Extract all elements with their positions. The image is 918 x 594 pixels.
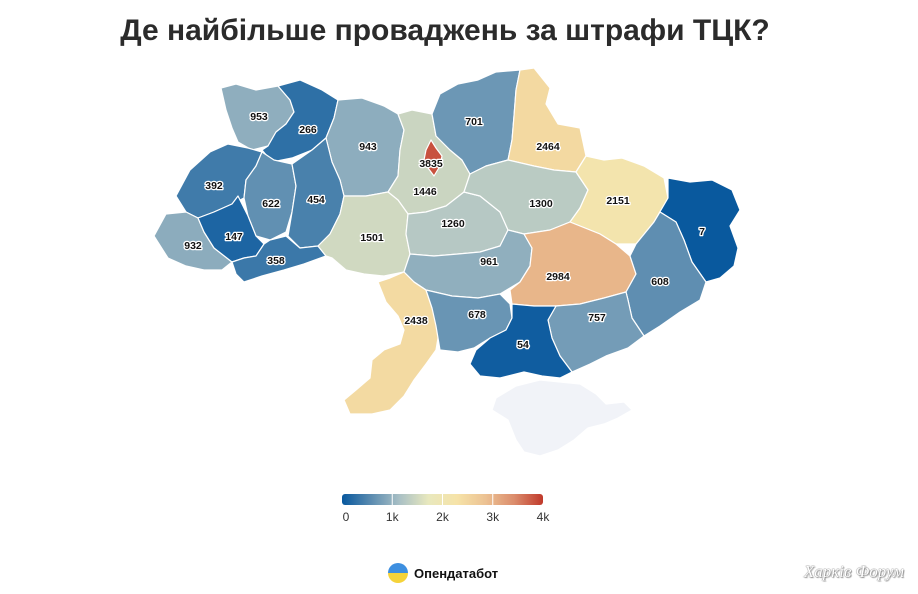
region-value-label-kyiv-city: 3835 <box>419 158 443 170</box>
region-vinnytsia[interactable] <box>317 191 411 277</box>
region-value-label-chernihiv: 701 <box>465 116 483 128</box>
region-value-label-zhytomyr: 943 <box>359 141 377 153</box>
region-value-label-zaporizhzhia: 757 <box>588 312 606 324</box>
opendatabot-logo: Опендатабот <box>388 563 498 583</box>
region-value-label-poltava: 1300 <box>529 198 553 210</box>
region-value-label-lviv: 392 <box>205 180 223 192</box>
region-value-label-ivano-frankivsk: 147 <box>225 231 243 243</box>
watermark: Харків Форум <box>803 562 904 581</box>
region-value-label-volyn: 953 <box>250 111 268 123</box>
region-value-label-rivne: 266 <box>299 124 317 136</box>
regions-layer <box>153 67 741 457</box>
region-value-label-zakarpattia: 932 <box>184 240 202 252</box>
region-value-label-kharkiv: 2151 <box>606 195 630 207</box>
legend-tick-label: 3k <box>486 510 500 524</box>
region-crimea[interactable] <box>491 379 633 457</box>
page-title: Де найбільше проваджень за штрафи ТЦК? <box>120 14 770 47</box>
region-kyiv-city[interactable] <box>423 139 443 177</box>
region-donetsk[interactable] <box>625 211 707 337</box>
region-value-label-kyiv-oblast: 1446 <box>413 186 437 198</box>
region-value-label-odesa: 2438 <box>404 315 428 327</box>
region-value-label-sumy: 2464 <box>536 141 560 153</box>
region-value-label-ternopil: 622 <box>262 198 280 210</box>
legend-tick-label: 0 <box>343 510 350 524</box>
labels-layer: 953 266 943 1446 3835 701 2464 392 622 454 932 147 3… <box>183 109 706 352</box>
region-value-label-luhansk: 7 <box>699 226 705 238</box>
region-value-label-kherson: 54 <box>517 339 529 351</box>
legend-ticks: 0 1k 2k 3k 4k <box>343 494 551 524</box>
region-value-label-vinnytsia: 1501 <box>360 232 384 244</box>
region-value-label-dnipropetrovsk: 2984 <box>546 271 570 283</box>
region-odesa[interactable] <box>343 271 441 415</box>
region-value-label-cherkasy: 1260 <box>441 218 465 230</box>
region-value-label-kirovohrad: 961 <box>480 256 498 268</box>
region-value-label-mykolaiv: 678 <box>468 309 486 321</box>
region-kherson[interactable] <box>469 303 573 379</box>
legend-tick-label: 4k <box>537 510 551 524</box>
opendatabot-logo-icon <box>388 563 408 583</box>
brand-name: Опендатабот <box>414 565 499 581</box>
region-value-label-khmelnytskyi: 454 <box>307 194 325 206</box>
region-value-label-chernivtsi: 358 <box>267 255 285 267</box>
region-value-label-donetsk: 608 <box>651 276 669 288</box>
region-ivano-frankivsk[interactable] <box>197 195 265 263</box>
region-rivne[interactable] <box>261 79 339 163</box>
region-sumy[interactable] <box>507 67 587 173</box>
legend-tick-label: 2k <box>436 510 450 524</box>
legend-tick-label: 1k <box>386 510 400 524</box>
color-legend: 0 1k 2k 3k 4k <box>342 494 550 524</box>
